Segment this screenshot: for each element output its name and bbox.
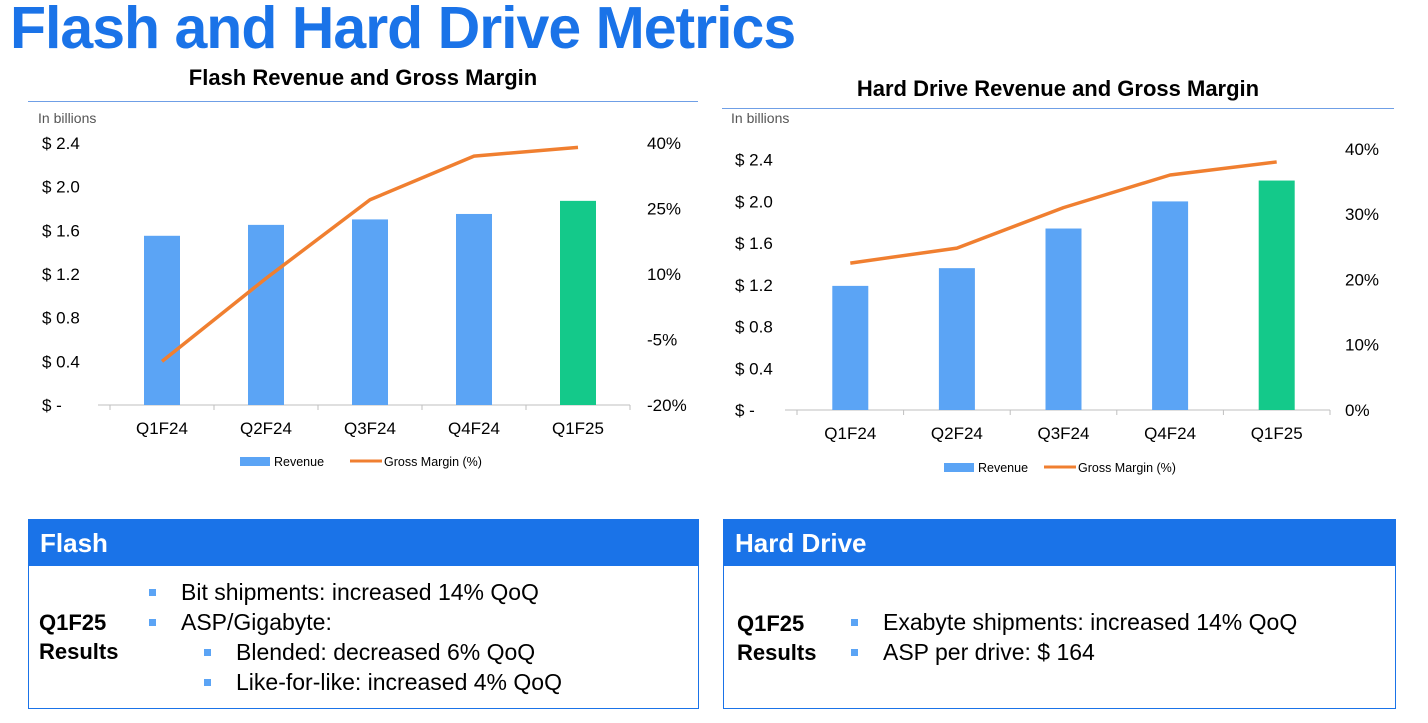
flash-bullet-list: Bit shipments: increased 14% QoQ ASP/Gig… bbox=[147, 577, 562, 697]
bullet-text: Blended: decreased 6% QoQ bbox=[236, 639, 536, 665]
category-label: Q4F24 bbox=[448, 419, 500, 438]
page-title: Flash and Hard Drive Metrics bbox=[10, 0, 796, 61]
bullet-item: Exabyte shipments: increased 14% QoQ bbox=[849, 607, 1297, 637]
bullet-square-icon bbox=[204, 679, 211, 686]
left-axis-tick-label: $ 1.2 bbox=[735, 276, 773, 295]
left-axis-tick-label: $ 1.6 bbox=[735, 234, 773, 253]
revenue-bar-highlight bbox=[1258, 180, 1295, 410]
revenue-bar bbox=[1152, 201, 1189, 410]
right-axis-tick-label: 20% bbox=[1345, 270, 1379, 289]
right-axis-tick-label: -20% bbox=[647, 396, 687, 415]
revenue-bar bbox=[144, 235, 180, 405]
category-label: Q1F25 bbox=[552, 419, 604, 438]
bullet-square-icon bbox=[149, 619, 156, 626]
bullet-square-icon bbox=[204, 649, 211, 656]
right-axis-tick-label: 25% bbox=[647, 200, 681, 219]
bullet-item: Bit shipments: increased 14% QoQ bbox=[147, 577, 562, 607]
right-axis-tick-label: 10% bbox=[647, 265, 681, 284]
flash-results-label: Q1F25 Results bbox=[39, 608, 118, 666]
right-axis-tick-label: 40% bbox=[1345, 140, 1379, 159]
revenue-bar bbox=[1045, 228, 1082, 410]
hdd-chart-title-rule bbox=[722, 108, 1394, 109]
flash-chart-panel: Flash Revenue and Gross Margin bbox=[28, 60, 698, 480]
legend-revenue-swatch bbox=[944, 463, 974, 472]
flash-chart-title: Flash Revenue and Gross Margin bbox=[188, 65, 538, 90]
legend-revenue-label: Revenue bbox=[978, 461, 1028, 475]
bullet-text: Like-for-like: increased 4% QoQ bbox=[236, 669, 562, 695]
revenue-bar bbox=[938, 268, 975, 410]
left-axis-tick-label: $ 2.0 bbox=[42, 178, 80, 197]
sub-bullet-item: Like-for-like: increased 4% QoQ bbox=[202, 667, 562, 697]
bullet-square-icon bbox=[149, 589, 156, 596]
bullet-text: Exabyte shipments: increased 14% QoQ bbox=[883, 609, 1298, 635]
left-axis-tick-label: $ 0.4 bbox=[735, 359, 773, 378]
left-axis-tick-label: $ 0.8 bbox=[735, 318, 773, 337]
category-label: Q2F24 bbox=[931, 424, 983, 443]
legend-gross-margin-label: Gross Margin (%) bbox=[384, 455, 482, 469]
legend-revenue-label: Revenue bbox=[274, 455, 324, 469]
left-axis-tick-label: $ 1.6 bbox=[42, 221, 80, 240]
left-axis-tick-label: $ 0.4 bbox=[42, 352, 80, 371]
hdd-results-label-line1: Q1F25 bbox=[737, 611, 805, 636]
left-axis-tick-label: $ - bbox=[42, 396, 62, 415]
revenue-bar bbox=[352, 219, 388, 405]
left-axis-tick-label: $ 2.4 bbox=[42, 134, 80, 153]
category-label: Q1F24 bbox=[824, 424, 876, 443]
flash-box-header: Flash bbox=[29, 520, 698, 566]
legend-revenue-swatch bbox=[240, 457, 270, 466]
right-axis-tick-label: 10% bbox=[1345, 336, 1379, 355]
hdd-results-label: Q1F25 Results bbox=[737, 609, 816, 667]
left-axis-tick-label: $ 2.0 bbox=[735, 192, 773, 211]
left-axis-tick-label: $ 2.4 bbox=[735, 151, 773, 170]
category-label: Q3F24 bbox=[344, 419, 396, 438]
left-axis-tick-label: $ 1.2 bbox=[42, 265, 80, 284]
hdd-results-box: Hard Drive Q1F25 Results Exabyte shipmen… bbox=[723, 519, 1396, 709]
revenue-bar-highlight bbox=[560, 200, 596, 405]
hdd-chart-panel: Hard Drive Revenue and Gross Margin bbox=[722, 60, 1394, 480]
category-label: Q4F24 bbox=[1144, 424, 1196, 443]
category-label: Q3F24 bbox=[1038, 424, 1090, 443]
category-label: Q2F24 bbox=[240, 419, 292, 438]
right-axis-tick-label: 30% bbox=[1345, 205, 1379, 224]
revenue-bar bbox=[248, 224, 284, 405]
bullet-item: ASP/Gigabyte: bbox=[147, 607, 562, 637]
flash-chart-title-rule bbox=[28, 101, 698, 102]
left-axis-tick-label: $ 0.8 bbox=[42, 309, 80, 328]
hdd-box-header: Hard Drive bbox=[724, 520, 1395, 566]
revenue-bar bbox=[456, 213, 492, 405]
category-label: Q1F25 bbox=[1251, 424, 1303, 443]
right-axis-tick-label: 40% bbox=[647, 134, 681, 153]
legend-gross-margin-label: Gross Margin (%) bbox=[1078, 461, 1176, 475]
flash-results-label-line2: Results bbox=[39, 639, 119, 664]
left-axis-tick-label: $ - bbox=[735, 401, 755, 420]
bullet-square-icon bbox=[851, 649, 858, 656]
hdd-bullet-list: Exabyte shipments: increased 14% QoQ ASP… bbox=[849, 607, 1297, 667]
bullet-text: ASP/Gigabyte: bbox=[181, 609, 332, 635]
unit-label: In billions bbox=[38, 110, 96, 126]
hdd-chart-title: Hard Drive Revenue and Gross Margin bbox=[856, 76, 1260, 101]
sub-bullet-item: Blended: decreased 6% QoQ bbox=[202, 637, 562, 667]
unit-label: In billions bbox=[731, 110, 789, 126]
bullet-item: ASP per drive: $ 164 bbox=[849, 637, 1297, 667]
category-label: Q1F24 bbox=[136, 419, 188, 438]
right-axis-tick-label: 0% bbox=[1345, 401, 1370, 420]
flash-results-box: Flash Q1F25 Results Bit shipments: incre… bbox=[28, 519, 699, 709]
right-axis-tick-label: -5% bbox=[647, 331, 677, 350]
bullet-square-icon bbox=[851, 619, 858, 626]
bullet-text: ASP per drive: $ 164 bbox=[883, 639, 1095, 665]
flash-results-label-line1: Q1F25 bbox=[39, 610, 107, 635]
hdd-results-label-line2: Results bbox=[737, 640, 817, 665]
bullet-text: Bit shipments: increased 14% QoQ bbox=[181, 579, 539, 605]
revenue-bar bbox=[832, 285, 869, 410]
